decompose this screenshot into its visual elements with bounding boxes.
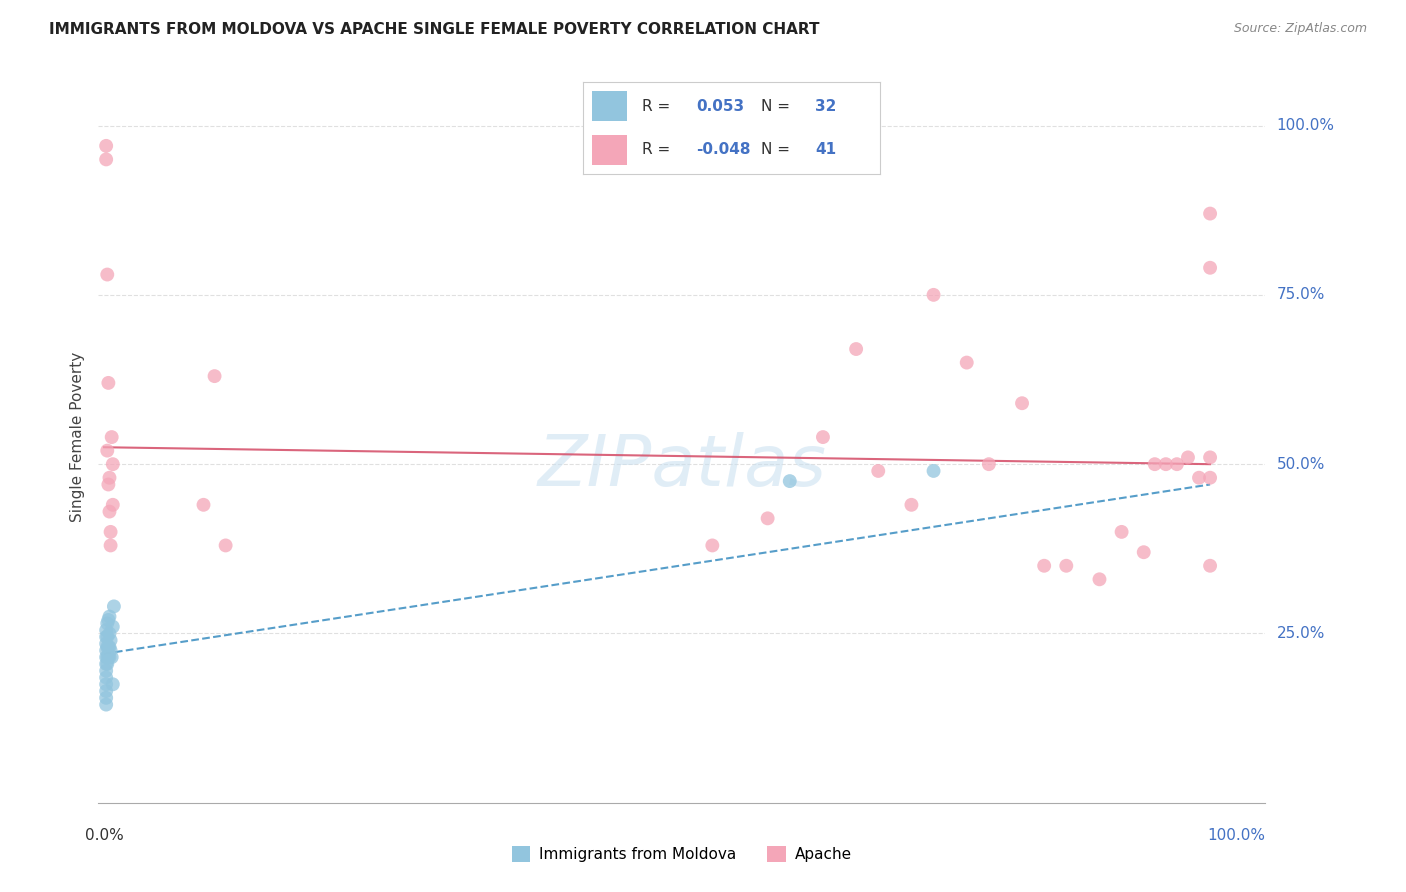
Point	[96, 671, 118, 685]
Point	[96, 650, 118, 665]
Point	[1154, 457, 1177, 471]
Point	[1011, 396, 1033, 410]
Point	[96, 443, 118, 458]
Point	[1199, 558, 1222, 573]
Text: 25.0%: 25.0%	[1277, 626, 1324, 641]
Point	[101, 677, 124, 691]
Point	[811, 430, 834, 444]
Point	[96, 690, 118, 705]
Point	[96, 616, 118, 631]
Text: 75.0%: 75.0%	[1277, 287, 1324, 302]
Text: 100.0%: 100.0%	[1277, 118, 1334, 133]
Y-axis label: Single Female Poverty: Single Female Poverty	[70, 352, 86, 522]
Text: ZIPatlas: ZIPatlas	[537, 432, 827, 500]
Point	[100, 430, 122, 444]
Point	[96, 650, 118, 665]
Point	[868, 464, 890, 478]
Point	[96, 139, 118, 153]
Point	[97, 376, 120, 390]
Point	[1143, 457, 1166, 471]
Point	[96, 643, 118, 657]
Point	[96, 630, 118, 644]
Point	[98, 626, 121, 640]
Point	[98, 650, 121, 665]
Point	[100, 538, 122, 552]
Point	[1054, 558, 1077, 573]
Point	[1199, 471, 1222, 485]
Point	[96, 623, 118, 637]
Point	[900, 498, 922, 512]
Point	[956, 355, 979, 369]
Point	[702, 538, 724, 552]
Point	[98, 640, 121, 654]
Point	[97, 640, 120, 654]
Point	[98, 471, 121, 485]
Point	[100, 633, 122, 648]
Point	[1033, 558, 1056, 573]
Point	[96, 698, 118, 712]
Legend: Immigrants from Moldova, Apache: Immigrants from Moldova, Apache	[506, 840, 858, 868]
Point	[96, 637, 118, 651]
Point	[96, 684, 118, 698]
Point	[96, 268, 118, 282]
Point	[1132, 545, 1154, 559]
Point	[1188, 471, 1211, 485]
Point	[756, 511, 779, 525]
Point	[193, 498, 215, 512]
Point	[96, 630, 118, 644]
Point	[97, 477, 120, 491]
Point	[1111, 524, 1133, 539]
Point	[98, 505, 121, 519]
Point	[96, 664, 118, 678]
Point	[1199, 260, 1222, 275]
Point	[779, 474, 801, 488]
Point	[103, 599, 125, 614]
Point	[845, 342, 868, 356]
Text: Source: ZipAtlas.com: Source: ZipAtlas.com	[1233, 22, 1367, 36]
Point	[101, 620, 124, 634]
Point	[100, 643, 122, 657]
Point	[96, 657, 118, 671]
Point	[101, 457, 124, 471]
Point	[922, 464, 945, 478]
Point	[101, 498, 124, 512]
Point	[1088, 572, 1111, 586]
Point	[1166, 457, 1188, 471]
Point	[1199, 450, 1222, 465]
Point	[977, 457, 1000, 471]
Point	[96, 677, 118, 691]
Point	[97, 613, 120, 627]
Point	[96, 640, 118, 654]
Point	[1199, 206, 1222, 220]
Point	[100, 524, 122, 539]
Point	[96, 153, 118, 167]
Text: IMMIGRANTS FROM MOLDOVA VS APACHE SINGLE FEMALE POVERTY CORRELATION CHART: IMMIGRANTS FROM MOLDOVA VS APACHE SINGLE…	[49, 22, 820, 37]
Point	[100, 650, 122, 665]
Point	[214, 538, 236, 552]
Point	[98, 609, 121, 624]
Text: 0.0%: 0.0%	[84, 828, 124, 843]
Text: 50.0%: 50.0%	[1277, 457, 1324, 472]
Point	[204, 369, 226, 384]
Point	[97, 650, 120, 665]
Text: 100.0%: 100.0%	[1208, 828, 1265, 843]
Point	[96, 657, 118, 671]
Point	[922, 288, 945, 302]
Point	[1177, 450, 1199, 465]
